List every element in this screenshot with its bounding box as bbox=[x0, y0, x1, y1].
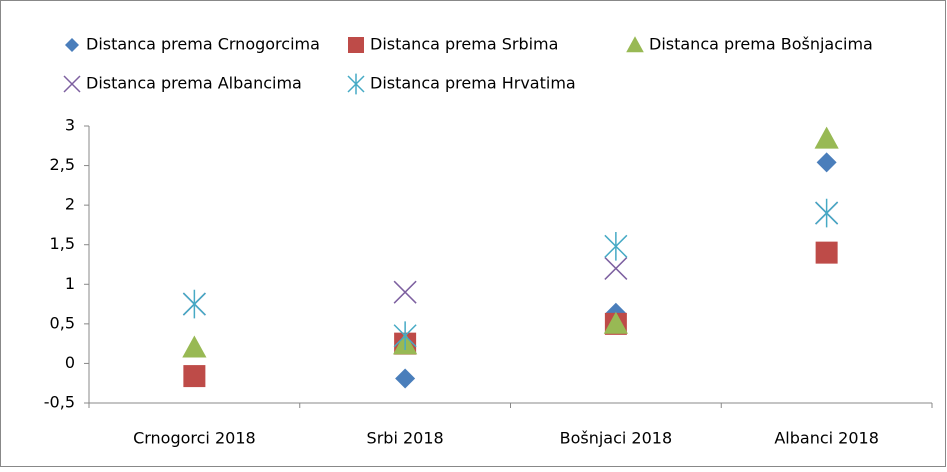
y-tick-label: 1,5 bbox=[50, 234, 75, 253]
x-tick-label: Albanci 2018 bbox=[774, 429, 879, 448]
data-point bbox=[815, 241, 838, 264]
y-tick-label: 0 bbox=[65, 353, 75, 372]
data-point bbox=[604, 231, 628, 261]
data-point bbox=[182, 289, 206, 319]
data-point bbox=[604, 256, 628, 280]
y-tick-label: 1 bbox=[65, 274, 75, 293]
x-tick-label: Srbi 2018 bbox=[367, 429, 444, 448]
data-point bbox=[393, 321, 417, 351]
y-tick-label: 3 bbox=[65, 116, 75, 135]
data-point bbox=[183, 365, 206, 388]
legend-marker bbox=[65, 38, 79, 52]
data-point bbox=[603, 311, 628, 334]
data-point bbox=[816, 152, 837, 173]
legend-label: Distanca prema Bošnjacima bbox=[649, 35, 873, 54]
data-point bbox=[395, 368, 416, 389]
legend-label: Distanca prema Hrvatima bbox=[370, 74, 576, 93]
y-tick-label: 0,5 bbox=[50, 313, 75, 332]
legend-label: Distanca prema Albancima bbox=[86, 74, 302, 93]
legend-marker bbox=[347, 73, 365, 95]
y-tick-label: -0,5 bbox=[44, 393, 75, 412]
y-tick-label: 2 bbox=[65, 195, 75, 214]
data-point bbox=[815, 198, 839, 228]
y-tick-label: 2,5 bbox=[50, 155, 75, 174]
legend-marker bbox=[348, 37, 364, 53]
data-point bbox=[182, 335, 207, 358]
data-point bbox=[393, 280, 417, 304]
data-point bbox=[814, 126, 839, 149]
legend-label: Distanca prema Crnogorcima bbox=[86, 35, 320, 54]
legend-marker bbox=[63, 75, 81, 93]
legend-label: Distanca prema Srbima bbox=[370, 35, 558, 54]
x-tick-label: Crnogorci 2018 bbox=[133, 429, 256, 448]
legend-marker bbox=[626, 36, 644, 53]
x-tick-label: Bošnjaci 2018 bbox=[560, 429, 673, 448]
